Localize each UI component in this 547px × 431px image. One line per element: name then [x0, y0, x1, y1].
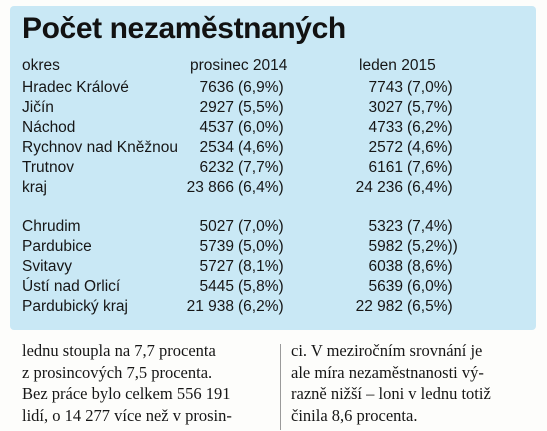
january-count: 2572	[368, 139, 403, 156]
january-percent: (6,5%)	[407, 298, 453, 315]
january-percent: (5,2%))	[407, 238, 458, 255]
january-percent: (6,2%)	[407, 119, 453, 136]
okres-name: Svitavy	[22, 258, 72, 275]
january-count: 5639	[368, 278, 403, 295]
article-column-left: lednu stoupla na 7,7 procenta z prosinco…	[22, 340, 272, 426]
okres-name: Trutnov	[22, 159, 74, 176]
statistics-box	[10, 6, 536, 330]
okres-name: Hradec Králové	[22, 79, 129, 96]
december-percent: (4,6%)	[238, 139, 284, 156]
january-percent: (8,6%)	[407, 258, 453, 275]
january-percent: (7,0%)	[407, 79, 453, 96]
january-count: 24 236	[355, 179, 403, 196]
january-percent: (4,6%)	[407, 139, 453, 156]
okres-name: Rychnov nad Kněžnou	[22, 139, 178, 156]
december-count: 21 938	[186, 298, 234, 315]
okres-name: kraj	[22, 179, 47, 196]
december-count: 5739	[199, 238, 234, 255]
article-line: činila 8,6 procenta.	[291, 405, 418, 425]
article-line: razně nižší – loni v lednu totiž	[291, 384, 491, 403]
header-prosinec-2014: prosinec 2014	[190, 57, 288, 74]
article-line: ci. V meziročním srovnání je	[291, 341, 483, 360]
january-percent: (6,0%)	[407, 278, 453, 295]
december-percent: (7,0%)	[238, 218, 284, 235]
header-okres: okres	[22, 57, 60, 74]
december-percent: (6,0%)	[238, 119, 284, 136]
december-count: 7636	[199, 79, 234, 96]
december-percent: (5,5%)	[238, 99, 284, 116]
column-divider	[280, 344, 281, 430]
article-line: Bez práce bylo celkem 556 191	[22, 384, 231, 403]
okres-name: Pardubický kraj	[22, 298, 128, 315]
january-percent: (7,4%)	[407, 218, 453, 235]
january-count: 4733	[368, 119, 403, 136]
header-leden-2015: leden 2015	[359, 57, 436, 74]
december-count: 4537	[199, 119, 234, 136]
december-percent: (6,9%)	[238, 79, 284, 96]
december-count: 23 866	[186, 179, 234, 196]
january-percent: (7,6%)	[407, 159, 453, 176]
article-line: lednu stoupla na 7,7 procenta	[22, 341, 216, 360]
january-count: 6038	[368, 258, 403, 275]
december-percent: (6,2%)	[238, 298, 284, 315]
okres-name: Jičín	[22, 99, 54, 116]
december-count: 5027	[199, 218, 234, 235]
december-count: 5727	[199, 258, 234, 275]
okres-name: Pardubice	[22, 238, 92, 255]
december-percent: (6,4%)	[238, 179, 284, 196]
december-percent: (8,1%)	[238, 258, 284, 275]
january-percent: (5,7%)	[407, 99, 453, 116]
december-percent: (7,7%)	[238, 159, 284, 176]
okres-name: Náchod	[22, 119, 76, 136]
january-count: 3027	[368, 99, 403, 116]
december-percent: (5,8%)	[238, 278, 284, 295]
january-count: 5323	[368, 218, 403, 235]
article-line: ale míra nezaměstnanosti vý-	[291, 362, 484, 382]
okres-name: Ústí nad Orlicí	[22, 278, 121, 295]
article-line: z prosincových 7,5 procenta.	[22, 362, 213, 382]
article-column-right: ci. V meziročním srovnání je ale míra ne…	[291, 340, 541, 426]
january-count: 5982	[368, 238, 403, 255]
okres-name: Chrudim	[22, 218, 81, 235]
december-percent: (5,0%)	[238, 238, 284, 255]
january-count: 7743	[368, 79, 403, 96]
january-percent: (6,4%)	[407, 179, 453, 196]
january-count: 6161	[368, 159, 403, 176]
december-count: 6232	[199, 159, 234, 176]
december-count: 5445	[199, 278, 234, 295]
december-count: 2927	[199, 99, 234, 116]
box-title: Počet nezaměstnaných	[22, 12, 346, 45]
article-line: lidí, o 14 277 více než v prosin-	[22, 405, 232, 425]
december-count: 2534	[199, 139, 234, 156]
january-count: 22 982	[355, 298, 403, 315]
